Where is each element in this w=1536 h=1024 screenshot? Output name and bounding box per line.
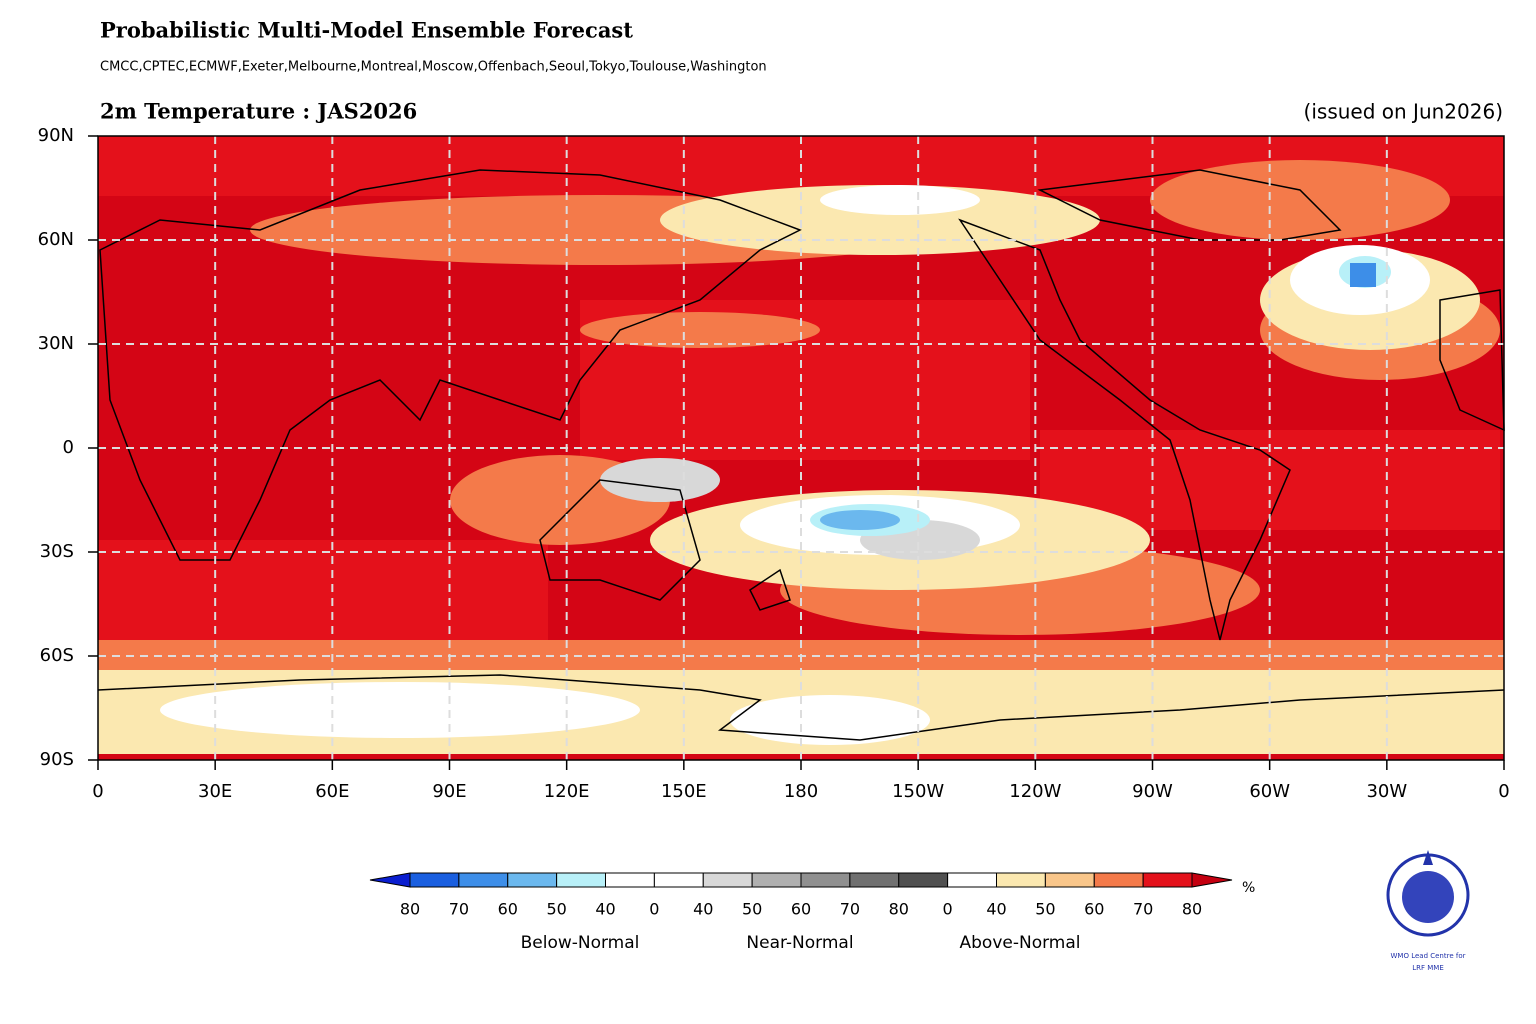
colorbar-box <box>898 872 949 888</box>
map <box>97 135 1505 761</box>
colorbar-box <box>751 872 802 888</box>
lon-label: 30E <box>198 781 232 802</box>
colorbar-box <box>458 872 509 888</box>
colorbar-box <box>800 872 851 888</box>
lat-label: 0 <box>63 437 74 458</box>
colorbar-label: 80 <box>889 900 909 919</box>
issued: (issued on Jun2026) <box>1304 100 1503 124</box>
coastlines <box>97 169 1505 741</box>
lat-label: 60S <box>40 645 74 666</box>
lon-label: 180 <box>784 781 818 802</box>
colorbar-group: Below-Normal <box>521 933 640 953</box>
lat-label: 60N <box>38 229 74 250</box>
colorbar-label: 60 <box>1084 900 1104 919</box>
lat-label: 90S <box>40 749 74 770</box>
colorbar-label: 70 <box>449 900 469 919</box>
logo-star <box>1423 850 1433 865</box>
lon-label: 150W <box>892 781 944 802</box>
colorbar-box <box>849 872 900 888</box>
colorbar-unit: % <box>1242 880 1255 896</box>
colorbar-box <box>996 872 1046 888</box>
lon-label: 0 <box>92 781 103 802</box>
colorbar-label: 40 <box>986 900 1006 919</box>
colorbar-label: 80 <box>1182 900 1202 919</box>
colorbar-label: 50 <box>1035 900 1055 919</box>
colorbar-label: 70 <box>840 900 860 919</box>
centres: CMCC,CPTEC,ECMWF,Exeter,Melbourne,Montre… <box>100 60 767 75</box>
lon-label: 30W <box>1366 781 1407 802</box>
colorbar-group: Near-Normal <box>746 933 853 953</box>
colorbar-box <box>702 872 753 888</box>
colorbar-label: 40 <box>595 900 615 919</box>
colorbar-box <box>1093 872 1144 888</box>
colorbar-box <box>605 872 655 888</box>
colorbar-label: 50 <box>546 900 566 919</box>
below-normal-areas <box>600 256 1391 560</box>
lat-label: 90N <box>38 125 74 146</box>
colorbar-label: 70 <box>1133 900 1153 919</box>
colorbar-extend <box>369 872 411 888</box>
colorbar-box <box>947 872 997 888</box>
lat-label: 30N <box>38 333 74 354</box>
lon-label: 90W <box>1132 781 1173 802</box>
colorbar-label: 60 <box>791 900 811 919</box>
colorbar-group: Above-Normal <box>960 933 1081 953</box>
colorbar-box <box>507 872 558 888</box>
colorbar-extend <box>1191 872 1233 888</box>
colorbar-box <box>556 872 606 888</box>
axis-ticks: 90N 60N 30N 0 30S 60S 90S 0 30E 60E 90E 120E 150E 180… <box>38 125 1510 802</box>
lat-label: 30S <box>40 541 74 562</box>
colorbar-box <box>1142 872 1193 888</box>
lon-label: 60E <box>315 781 349 802</box>
logo-globe <box>1402 871 1454 923</box>
lon-label: 120W <box>1009 781 1061 802</box>
colorbar-label: 80 <box>400 900 420 919</box>
lon-label: 60W <box>1249 781 1290 802</box>
lon-label: 90E <box>432 781 466 802</box>
colorbar-box <box>1044 872 1095 888</box>
colorbar-label: 40 <box>693 900 713 919</box>
lon-label: 120E <box>544 781 590 802</box>
logo-text: LRF MME <box>1412 964 1444 972</box>
wmo-logo: WMO Lead Centre for LRF MME <box>1386 850 1470 972</box>
logo-text: WMO Lead Centre for <box>1391 952 1466 960</box>
colorbar: 80 70 60 50 40 0 40 50 60 70 80 0 40 50 60 70 80% Below-N… <box>369 872 1255 953</box>
colorbar-label: 60 <box>498 900 518 919</box>
colorbar-label: 0 <box>649 900 659 919</box>
variable: 2m Temperature : JAS2026 <box>100 99 417 124</box>
colorbar-box <box>653 872 704 888</box>
title: Probabilistic Multi-Model Ensemble Forec… <box>100 18 633 43</box>
colorbar-label: 50 <box>742 900 762 919</box>
gridlines <box>98 136 1504 760</box>
colorbar-label: 0 <box>943 900 953 919</box>
colorbar-box <box>409 872 460 888</box>
lon-label: 150E <box>661 781 707 802</box>
lon-label: 0 <box>1498 781 1509 802</box>
